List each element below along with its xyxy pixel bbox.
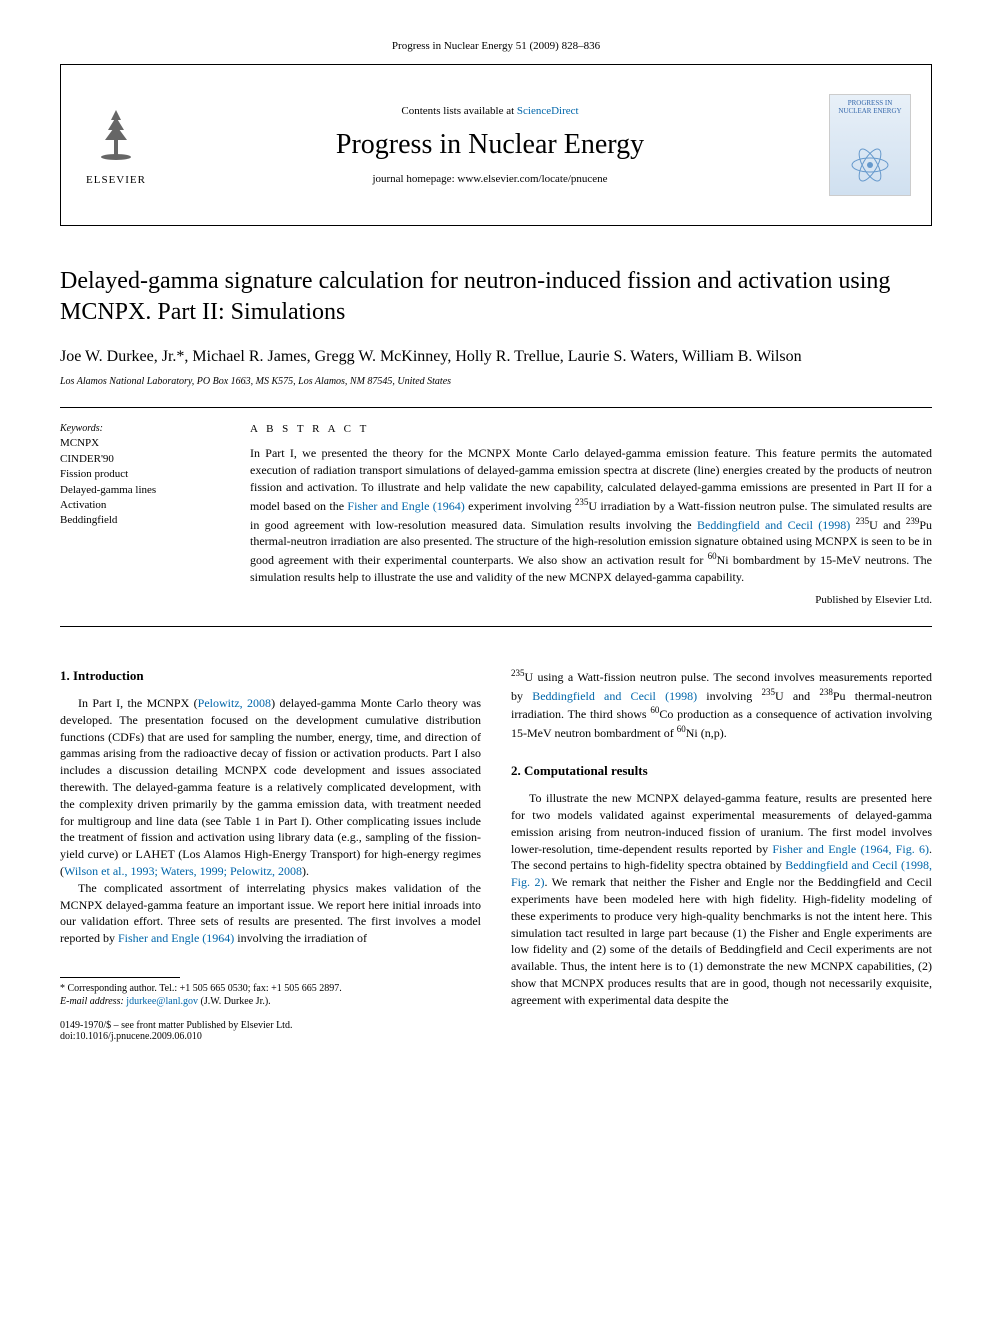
contents-prefix: Contents lists available at — [401, 105, 516, 117]
intro-paragraph-2: The complicated assortment of interrelat… — [60, 880, 481, 947]
left-column: 1. Introduction In Part I, the MCNPX (Pe… — [60, 667, 481, 1009]
citation-link[interactable]: Pelowitz, 2008 — [198, 696, 271, 710]
text-part: Ni (n,p). — [686, 726, 727, 740]
email-line: E-mail address: jdurkee@lanl.gov (J.W. D… — [60, 995, 481, 1008]
isotope-sup: 60 — [650, 705, 659, 715]
citation-link[interactable]: Fisher and Engle (1964) — [347, 499, 464, 513]
citation-link[interactable]: Wilson et al., 1993; Waters, 1999; Pelow… — [64, 864, 302, 878]
divider — [60, 407, 932, 408]
author-list: Joe W. Durkee, Jr.*, Michael R. James, G… — [60, 348, 932, 366]
text-part: U and — [775, 689, 819, 703]
keyword-item: Activation — [60, 498, 220, 513]
keyword-item: Delayed-gamma lines — [60, 483, 220, 498]
corresponding-author: * Corresponding author. Tel.: +1 505 665… — [60, 982, 481, 995]
citation-link[interactable]: Beddingfield and Cecil (1998) — [532, 689, 697, 703]
col2-paragraph-1: 235U using a Watt-fission neutron pulse.… — [511, 667, 932, 742]
sciencedirect-link[interactable]: ScienceDirect — [517, 105, 579, 117]
elsevier-logo: ELSEVIER — [81, 105, 151, 186]
isotope-sup: 60 — [708, 551, 717, 561]
cover-title: PROGRESS IN NUCLEAR ENERGY — [830, 95, 910, 119]
article-title: Delayed-gamma signature calculation for … — [60, 266, 932, 328]
front-matter: 0149-1970/$ – see front matter Published… — [60, 1020, 292, 1031]
keywords-label: Keywords: — [60, 423, 220, 434]
footer-divider — [60, 977, 180, 978]
keyword-item: Beddingfield — [60, 513, 220, 528]
citation-link[interactable]: Fisher and Engle (1964, Fig. 6) — [772, 842, 929, 856]
citation-link[interactable]: Fisher and Engle (1964) — [118, 931, 234, 945]
isotope-sup: 235 — [575, 497, 589, 507]
elsevier-tree-icon — [91, 105, 141, 165]
section-heading-introduction: 1. Introduction — [60, 667, 481, 685]
isotope-sup: 235 — [761, 687, 775, 697]
keywords-list: MCNPX CINDER'90 Fission product Delayed-… — [60, 436, 220, 528]
abstract-part: U and — [869, 518, 906, 532]
homepage-url[interactable]: www.elsevier.com/locate/pnucene — [457, 173, 607, 185]
journal-cover-thumbnail: PROGRESS IN NUCLEAR ENERGY — [829, 94, 911, 196]
doi: doi:10.1016/j.pnucene.2009.06.010 — [60, 1031, 292, 1042]
affiliation: Los Alamos National Laboratory, PO Box 1… — [60, 376, 932, 387]
keyword-item: MCNPX — [60, 436, 220, 451]
text-part: ) delayed-gamma Monte Carlo theory was d… — [60, 696, 481, 878]
right-column: 235U using a Watt-fission neutron pulse.… — [511, 667, 932, 1009]
footer-meta: 0149-1970/$ – see front matter Published… — [60, 1020, 932, 1042]
abstract-part: experiment involving — [465, 499, 575, 513]
atom-icon — [850, 145, 890, 185]
citation-link[interactable]: Beddingfield and Cecil (1998) — [697, 518, 850, 532]
text-part: ). — [302, 864, 309, 878]
keyword-item: CINDER'90 — [60, 452, 220, 467]
published-by: Published by Elsevier Ltd. — [250, 594, 932, 606]
journal-header: ELSEVIER Contents lists available at Sci… — [60, 64, 932, 226]
text-part: In Part I, the MCNPX ( — [78, 696, 198, 710]
email-label: E-mail address: — [60, 996, 126, 1007]
text-part: involving — [697, 689, 761, 703]
text-part: . We remark that neither the Fisher and … — [511, 875, 932, 1007]
email-link[interactable]: jdurkee@lanl.gov — [126, 996, 198, 1007]
abstract-label: A B S T R A C T — [250, 423, 932, 435]
email-name: (J.W. Durkee Jr.). — [198, 996, 271, 1007]
section-heading-computational: 2. Computational results — [511, 762, 932, 780]
abstract-text: In Part I, we presented the theory for t… — [250, 445, 932, 585]
isotope-sup: 235 — [511, 668, 525, 678]
text-part: involving the irradiation of — [234, 931, 367, 945]
isotope-sup: 60 — [677, 724, 686, 734]
journal-homepage: journal homepage: www.elsevier.com/locat… — [151, 173, 829, 185]
isotope-sup: 235 — [856, 516, 870, 526]
keyword-item: Fission product — [60, 467, 220, 482]
isotope-sup: 238 — [819, 687, 833, 697]
comp-paragraph-1: To illustrate the new MCNPX delayed-gamm… — [511, 790, 932, 1008]
homepage-prefix: journal homepage: — [372, 173, 457, 185]
intro-paragraph-1: In Part I, the MCNPX (Pelowitz, 2008) de… — [60, 695, 481, 880]
contents-available: Contents lists available at ScienceDirec… — [151, 105, 829, 117]
isotope-sup: 239 — [906, 516, 920, 526]
divider — [60, 626, 932, 627]
elsevier-label: ELSEVIER — [81, 174, 151, 186]
journal-reference: Progress in Nuclear Energy 51 (2009) 828… — [60, 40, 932, 52]
journal-name: Progress in Nuclear Energy — [151, 129, 829, 161]
